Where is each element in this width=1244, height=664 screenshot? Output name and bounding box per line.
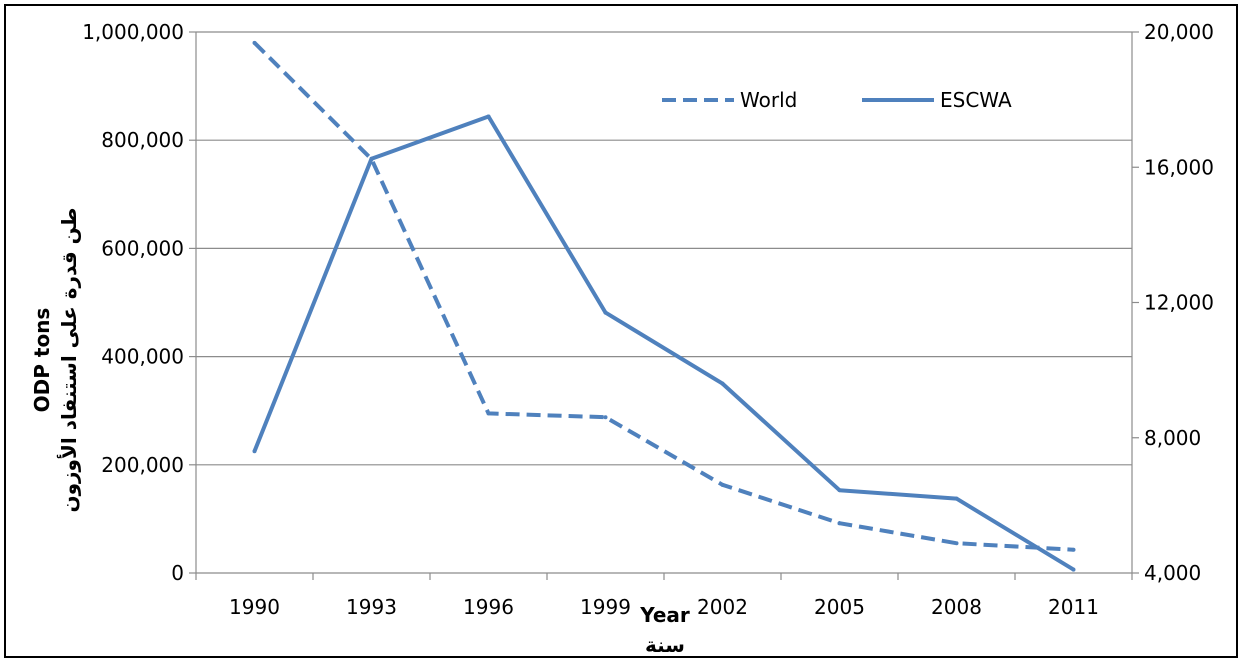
- data-point-escwa: [954, 496, 959, 501]
- left-tick-label: 800,000: [101, 128, 184, 152]
- axes: [189, 31, 1139, 580]
- data-point-escwa: [369, 156, 374, 161]
- data-point-escwa: [1071, 567, 1076, 572]
- left-tick-label: 1,000,000: [82, 20, 184, 44]
- x-tick-label: 1999: [580, 595, 631, 619]
- data-point-world: [954, 541, 959, 546]
- x-axis-title: Year: [639, 603, 690, 627]
- data-point-world: [252, 40, 257, 45]
- data-point-escwa: [252, 449, 257, 454]
- x-tick-label: 2008: [931, 595, 982, 619]
- x-axis-title-arabic: سنة: [645, 633, 685, 657]
- x-tick-label: 2005: [814, 595, 865, 619]
- y-axis-title-arabic: طن قدرة على استنفاد الأوزون: [56, 208, 81, 513]
- left-axis-tick-labels: 0 200,000 400,000 600,000 800,000 1,000,000: [82, 20, 184, 585]
- data-point-escwa: [486, 114, 491, 119]
- data-point-world: [486, 411, 491, 416]
- x-tick-label: 1996: [463, 595, 514, 619]
- data-point-escwa: [603, 310, 608, 315]
- right-tick-label: 12,000: [1144, 291, 1214, 315]
- axis-titles: Year سنة ODP tons طن قدرة على استنفاد الأوز…: [30, 208, 690, 657]
- left-tick-label: 200,000: [101, 453, 184, 477]
- series-lines: [252, 40, 1076, 572]
- data-point-world: [720, 482, 725, 487]
- right-tick-label: 20,000: [1144, 20, 1214, 44]
- data-point-world: [837, 521, 842, 526]
- right-tick-label: 8,000: [1144, 426, 1201, 450]
- left-tick-label: 400,000: [101, 345, 184, 369]
- series-line-world: [253, 41, 1074, 552]
- data-point-world: [603, 415, 608, 420]
- right-axis-tick-labels: 4,000 8,000 12,000 16,000 20,000: [1144, 20, 1214, 585]
- gridlines: [196, 31, 1132, 466]
- x-tick-label: 1993: [346, 595, 397, 619]
- legend: World ESCWA: [662, 88, 1012, 112]
- data-point-escwa: [837, 488, 842, 493]
- series-line-escwa: [252, 114, 1075, 572]
- x-tick-label: 2011: [1048, 595, 1099, 619]
- right-tick-label: 4,000: [1144, 561, 1201, 585]
- x-tick-label: 2002: [697, 595, 748, 619]
- data-point-world: [1071, 547, 1076, 552]
- left-tick-label: 600,000: [101, 236, 184, 260]
- left-tick-label: 0: [171, 561, 184, 585]
- x-tick-label: 1990: [229, 595, 280, 619]
- legend-label-escwa: ESCWA: [940, 88, 1012, 112]
- x-axis-tick-labels: 1990 1993 1996 1999 2002 2005 2008 2011: [229, 595, 1099, 619]
- y-axis-title: ODP tons: [30, 308, 54, 413]
- legend-label-world: World: [740, 88, 797, 112]
- data-point-escwa: [720, 381, 725, 386]
- right-tick-label: 16,000: [1144, 155, 1214, 179]
